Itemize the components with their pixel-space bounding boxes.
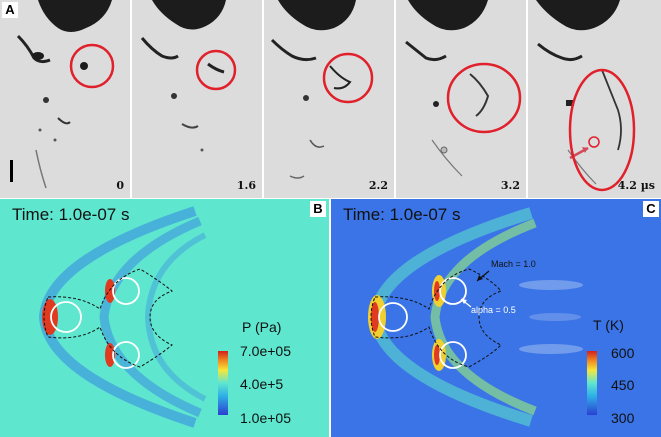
frame-time-label: 4.2 µs [617, 179, 655, 192]
frame-3: 3.2 [396, 0, 526, 198]
temperature-legend-tick-bottom: 300 [611, 410, 635, 426]
panel-c-time-label: Time: 1.0e-07 s [343, 205, 461, 224]
frame-3-image [396, 0, 526, 198]
frame-time-label: 0 [116, 179, 124, 192]
temperature-legend-title: T (K) [593, 317, 624, 333]
mach-annotation: Mach = 1.0 [491, 259, 536, 269]
frame-time-label: 3.2 [500, 179, 520, 192]
panel-b-letter: B [310, 201, 326, 217]
panel-b-time-label: Time: 1.0e-07 s [12, 205, 130, 224]
temperature-field-image [331, 199, 661, 437]
frame-4-image [528, 0, 661, 198]
frame-1-image [132, 0, 262, 198]
pressure-field-image [0, 199, 329, 437]
panel-b-pressure-field: Time: 1.0e-07 s P (Pa) 7.0e+05 4.0e+5 1.… [0, 199, 329, 437]
panel-c-letter: C [643, 201, 659, 217]
pressure-legend-title: P (Pa) [242, 319, 282, 335]
temperature-legend-tick-top: 600 [611, 345, 635, 361]
frame-0-image [0, 0, 130, 198]
pressure-legend-tick-top: 7.0e+05 [240, 343, 291, 359]
alpha-annotation: alpha = 0.5 [471, 305, 516, 315]
frame-time-label: 2.2 [368, 179, 388, 192]
pressure-legend-tick-bottom: 1.0e+05 [240, 410, 291, 426]
panel-a-letter: A [2, 2, 18, 18]
frame-4: 4.2 µs [528, 0, 661, 198]
frame-2-image [264, 0, 394, 198]
frame-time-label: 1.6 [236, 179, 256, 192]
temperature-legend-tick-mid: 450 [611, 377, 635, 393]
panel-a-image-strip: 0 1.6 2.2 [0, 0, 661, 198]
pressure-legend-tick-mid: 4.0e+5 [240, 376, 284, 392]
frame-2: 2.2 [264, 0, 394, 198]
frame-1: 1.6 [132, 0, 262, 198]
panel-c-temperature-field: Time: 1.0e-07 s Mach = 1.0 alpha = 0.5 T… [331, 199, 661, 437]
frame-0: 0 [0, 0, 130, 198]
